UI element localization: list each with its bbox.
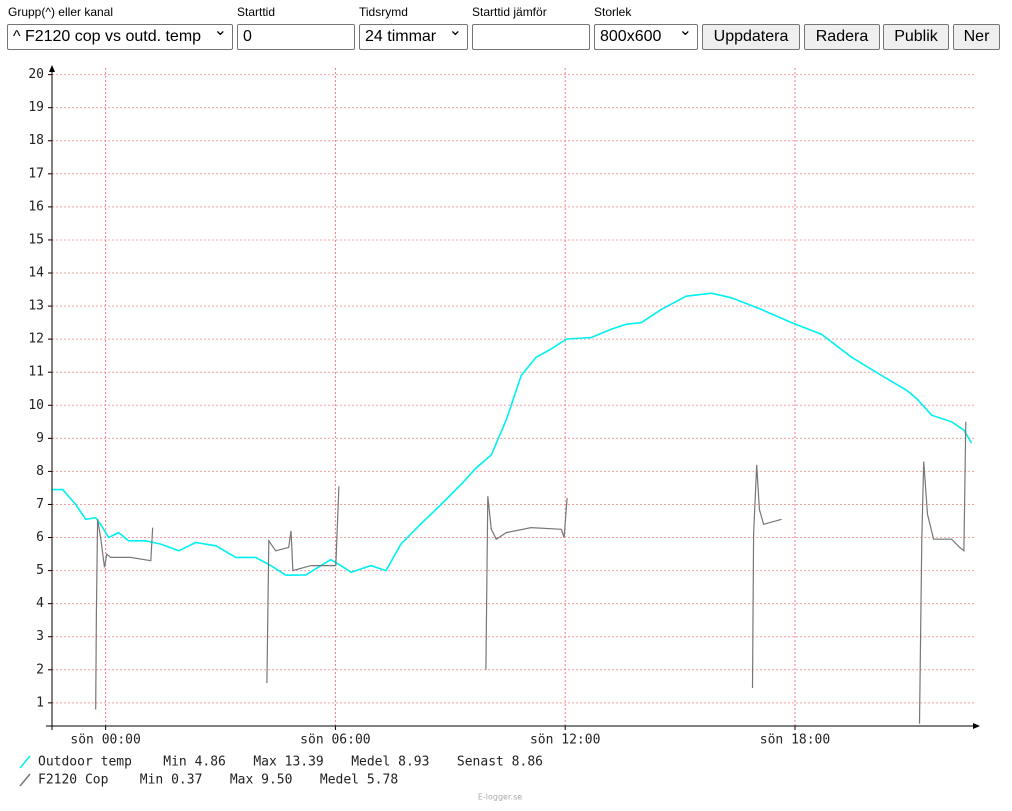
x-tick-label: sön 12:00 [530,733,600,748]
y-tick-label: 10 [28,398,44,413]
legend-swatch [19,773,31,787]
legend-stat: Senast 8.86 [457,755,543,770]
label: Storlek [594,5,632,19]
y-axis-arrow [49,65,55,72]
down-button[interactable]: Ner [953,24,1000,50]
data-line [95,421,967,724]
start-input[interactable]: 0 [237,24,355,50]
y-tick-label: 2 [36,662,44,677]
y-tick-label: 6 [36,530,44,545]
y-tick-label: 11 [28,365,44,380]
y-tick-label: 4 [36,596,44,611]
y-tick-label: 15 [28,232,44,247]
data-line [52,292,973,577]
y-tick-label: 8 [36,464,44,479]
legend-stat: Min 4.86 [163,755,226,770]
y-tick-label: 13 [28,299,44,314]
y-tick-label: 12 [28,332,44,347]
legend-label: Outdoor temp [38,755,132,770]
x-tick-label: sön 18:00 [760,733,830,748]
toolbar: Grupp(^) eller kanal Starttid Tidsrymd S… [0,0,1012,58]
legend-stat: Max 9.50 [230,773,293,788]
y-tick-label: 14 [28,266,44,281]
legend-stat: Max 13.39 [253,755,323,770]
x-tick-label: sön 06:00 [300,733,370,748]
y-tick-label: 20 [28,67,44,82]
footer: E-logger.se [478,793,522,802]
span-select[interactable]: 24 timmar [359,24,468,50]
legend-label: F2120 Cop [38,773,109,788]
update-button[interactable]: Uppdatera [702,24,800,50]
x-tick-label: sön 00:00 [70,733,140,748]
legend-stat: Medel 8.93 [351,755,429,770]
y-tick-label: 16 [28,199,44,214]
legend-stat: Medel 5.78 [320,773,398,788]
y-tick-label: 7 [36,497,44,512]
compare-input[interactable] [472,24,590,50]
size-select[interactable]: 800x600 [594,24,698,50]
y-tick-label: 17 [28,166,44,181]
y-tick-label: 9 [36,431,44,446]
legend-stat: Min 0.37 [140,773,203,788]
label: Starttid jämför [472,5,547,19]
y-tick-label: 3 [36,629,44,644]
legend-swatch [19,755,31,769]
y-tick-label: 19 [28,100,44,115]
clear-button[interactable]: Radera [804,24,880,50]
label: Tidsrymd [359,5,408,19]
y-tick-label: 1 [36,695,44,710]
x-axis-arrow [973,723,980,729]
label: Starttid [237,5,276,19]
y-tick-label: 18 [28,133,44,148]
public-button[interactable]: Publik [883,24,949,50]
label: Grupp(^) eller kanal [8,5,114,19]
group-select[interactable]: ^ F2120 cop vs outd. temp [7,24,233,50]
y-tick-label: 5 [36,563,44,578]
